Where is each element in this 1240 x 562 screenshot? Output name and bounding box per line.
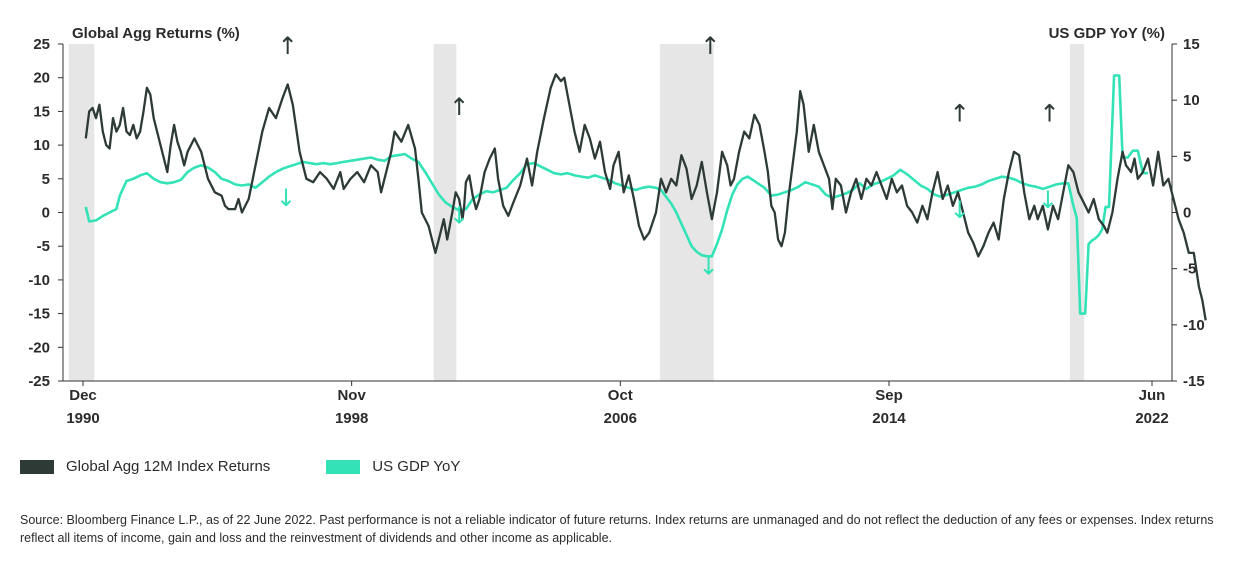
x-tick-month-label: Dec: [69, 387, 97, 404]
x-tick-year-label: 2014: [872, 410, 906, 427]
down-arrow-annotation: ↓: [698, 252, 718, 280]
right-tick-label: -15: [1183, 373, 1205, 390]
down-arrow-annotation: ↓: [276, 184, 296, 212]
x-tick-year-label: 1990: [66, 410, 99, 427]
right-axis-title: US GDP YoY (%): [1049, 25, 1165, 42]
up-arrow-annotation: ↑: [278, 32, 298, 60]
down-arrow-annotation: ↓: [1038, 186, 1058, 214]
up-arrow-annotation: ↑: [1040, 100, 1060, 128]
right-tick-label: -10: [1183, 317, 1205, 334]
us-gdp-yoy-line: [84, 74, 1148, 315]
down-arrow-annotation: ↓: [950, 196, 970, 224]
recession-band-0: [68, 44, 95, 381]
x-tick-month-label: Nov: [337, 387, 366, 404]
left-tick-label: -5: [37, 238, 50, 255]
left-tick-label: -10: [28, 272, 50, 289]
dual-axis-line-chart: 25 20 15 10 5 0 -5 -10 -15 -20 -25 15 10 5 0 -5 -10 -15 De…: [28, 25, 1207, 427]
x-tick-month-label: Oct: [608, 387, 633, 404]
trend-arrows: ↑ ↓ ↑ ↓ ↑ ↓ ↑ ↓ ↑ ↓: [276, 32, 1060, 280]
x-tick-month-label: Jun: [1139, 387, 1166, 404]
up-arrow-annotation: ↑: [449, 93, 469, 121]
recession-band-1: [433, 44, 457, 381]
series-lines: [84, 73, 1207, 321]
legend: Global Agg 12M Index Returns US GDP YoY: [20, 458, 516, 475]
x-tick-month-label: Sep: [875, 387, 903, 404]
up-arrow-annotation: ↑: [950, 100, 970, 128]
recession-shading: [68, 44, 1085, 381]
right-tick-label: 10: [1183, 92, 1200, 109]
axes: 25 20 15 10 5 0 -5 -10 -15 -20 -25 15 10 5 0 -5 -10 -15 De…: [28, 36, 1204, 427]
left-tick-label: 25: [33, 36, 50, 53]
right-tick-label: -5: [1183, 261, 1196, 278]
legend-label-global-agg: Global Agg 12M Index Returns: [66, 458, 271, 475]
legend-swatch-global-agg: [20, 459, 54, 474]
left-tick-label: 10: [33, 137, 50, 154]
legend-swatch-us-gdp: [326, 459, 361, 474]
left-tick-label: -15: [28, 306, 50, 323]
recession-band-2: [659, 44, 714, 381]
legend-item-global-agg: Global Agg 12M Index Returns: [20, 458, 270, 475]
left-tick-label: -20: [28, 339, 50, 356]
left-tick-label: 20: [33, 70, 50, 87]
down-arrow-annotation: ↓: [449, 202, 469, 230]
legend-item-us-gdp: US GDP YoY: [326, 458, 460, 475]
right-tick-label: 15: [1183, 36, 1200, 53]
up-arrow-annotation: ↑: [700, 32, 720, 60]
recession-band-3: [1069, 44, 1085, 381]
right-tick-label: 0: [1183, 205, 1191, 222]
x-tick-year-label: 1998: [335, 410, 368, 427]
left-axis-title: Global Agg Returns (%): [72, 25, 240, 42]
left-tick-label: 0: [42, 205, 50, 222]
x-tick-year-label: 2006: [604, 410, 637, 427]
left-tick-label: 5: [42, 171, 50, 188]
left-tick-label: 15: [33, 103, 50, 120]
x-tick-year-label: 2022: [1135, 410, 1168, 427]
source-footnote: Source: Bloomberg Finance L.P., as of 22…: [20, 513, 1214, 545]
left-tick-label: -25: [28, 373, 50, 390]
right-tick-label: 5: [1183, 148, 1191, 165]
global-agg-returns-line: [84, 73, 1207, 321]
legend-label-us-gdp: US GDP YoY: [372, 458, 461, 475]
